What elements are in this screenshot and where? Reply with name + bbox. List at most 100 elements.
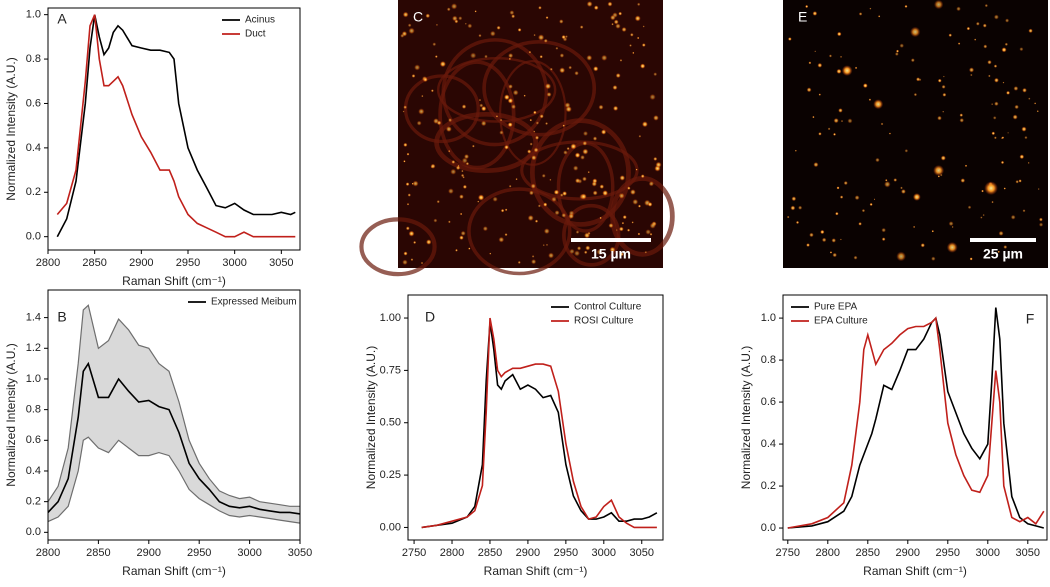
x-tick-label: 2900 bbox=[896, 547, 920, 559]
droplet bbox=[432, 42, 437, 47]
droplet bbox=[531, 255, 535, 258]
droplet bbox=[464, 22, 467, 25]
droplet bbox=[541, 173, 546, 178]
droplet bbox=[545, 243, 549, 247]
panel-label: E bbox=[798, 9, 807, 25]
droplet bbox=[653, 156, 658, 161]
droplet bbox=[873, 99, 884, 110]
droplet bbox=[1019, 47, 1024, 52]
x-tick-label: 2800 bbox=[440, 547, 464, 559]
droplet bbox=[529, 190, 534, 196]
droplet bbox=[527, 149, 532, 154]
droplet bbox=[1028, 97, 1031, 100]
droplet bbox=[786, 215, 790, 219]
droplet bbox=[635, 168, 638, 171]
droplet bbox=[1037, 188, 1040, 190]
y-tick-label: 0.25 bbox=[380, 469, 401, 481]
droplet bbox=[527, 214, 534, 221]
y-tick-label: 1.0 bbox=[761, 312, 776, 324]
droplet bbox=[994, 101, 999, 107]
droplet bbox=[630, 189, 636, 195]
droplet bbox=[619, 59, 623, 62]
droplet bbox=[562, 191, 568, 196]
x-tick-label: 2800 bbox=[36, 547, 60, 559]
droplet bbox=[791, 196, 797, 202]
droplet bbox=[632, 51, 635, 54]
droplet bbox=[478, 98, 482, 102]
droplet bbox=[839, 238, 842, 241]
legend-label: Control Culture bbox=[574, 302, 642, 313]
droplet bbox=[1021, 126, 1027, 132]
series-line bbox=[421, 317, 657, 529]
droplet bbox=[637, 204, 642, 208]
droplet bbox=[458, 16, 463, 21]
droplet bbox=[461, 104, 467, 109]
y-tick-label: 0.8 bbox=[761, 354, 776, 366]
droplet bbox=[636, 36, 640, 40]
droplet bbox=[448, 150, 451, 153]
droplet bbox=[613, 19, 619, 25]
plot-panel: 2750 2800 2850 2900 2950 3000 3050 0.0 0.2 0.4 0.6… bbox=[739, 294, 1048, 578]
y-tick-label: 0.8 bbox=[26, 404, 41, 416]
droplet bbox=[436, 200, 440, 204]
band-area bbox=[48, 305, 300, 524]
x-tick-label: 2900 bbox=[137, 547, 161, 559]
droplet bbox=[649, 93, 656, 101]
droplet bbox=[893, 178, 898, 182]
droplet bbox=[1024, 135, 1028, 140]
droplet bbox=[566, 146, 570, 151]
droplet bbox=[569, 248, 575, 255]
droplet bbox=[853, 255, 858, 260]
droplet bbox=[548, 252, 555, 259]
droplet bbox=[787, 37, 792, 41]
droplet bbox=[582, 148, 589, 155]
droplet bbox=[843, 180, 848, 186]
droplet bbox=[940, 155, 946, 161]
droplet bbox=[839, 55, 843, 58]
x-tick-label: 2850 bbox=[856, 547, 880, 559]
droplet bbox=[1022, 87, 1027, 93]
cell-texture bbox=[499, 60, 567, 166]
droplet bbox=[994, 77, 999, 83]
droplet bbox=[896, 251, 906, 262]
droplet bbox=[910, 58, 915, 63]
droplet bbox=[529, 118, 533, 122]
y-tick-label: 0.4 bbox=[26, 142, 41, 154]
scale-bar bbox=[970, 238, 1036, 242]
droplet bbox=[489, 30, 496, 37]
y-tick-label: 1.4 bbox=[26, 312, 41, 324]
droplet bbox=[991, 200, 994, 204]
droplet bbox=[933, 164, 945, 176]
droplet bbox=[568, 65, 572, 70]
droplet bbox=[904, 4, 908, 8]
droplet bbox=[582, 176, 587, 182]
droplet bbox=[1003, 187, 1006, 190]
droplet bbox=[957, 42, 961, 45]
droplet bbox=[410, 258, 414, 262]
cell-texture bbox=[438, 60, 516, 170]
droplet bbox=[460, 212, 463, 216]
droplet bbox=[1022, 209, 1026, 213]
droplet bbox=[489, 252, 492, 255]
x-tick-label: 2950 bbox=[936, 547, 960, 559]
x-axis-title: Raman Shift (cm⁻¹) bbox=[484, 564, 588, 578]
droplet bbox=[951, 225, 954, 228]
droplet bbox=[553, 189, 560, 195]
droplet bbox=[529, 142, 533, 146]
droplet bbox=[403, 105, 408, 110]
droplet bbox=[649, 222, 656, 229]
y-tick-label: 0.00 bbox=[380, 521, 401, 533]
cell-texture bbox=[436, 57, 557, 123]
droplet bbox=[933, 0, 944, 10]
droplet bbox=[818, 93, 821, 96]
droplet bbox=[408, 27, 415, 35]
droplet bbox=[515, 178, 518, 181]
y-axis-title: Normalized Intensity (A.U.) bbox=[4, 343, 18, 486]
droplet bbox=[993, 14, 999, 20]
droplet bbox=[640, 63, 646, 69]
droplet bbox=[545, 122, 549, 125]
droplet bbox=[1002, 81, 1005, 84]
droplet bbox=[549, 178, 552, 181]
droplet bbox=[609, 246, 616, 253]
droplet bbox=[611, 22, 614, 26]
